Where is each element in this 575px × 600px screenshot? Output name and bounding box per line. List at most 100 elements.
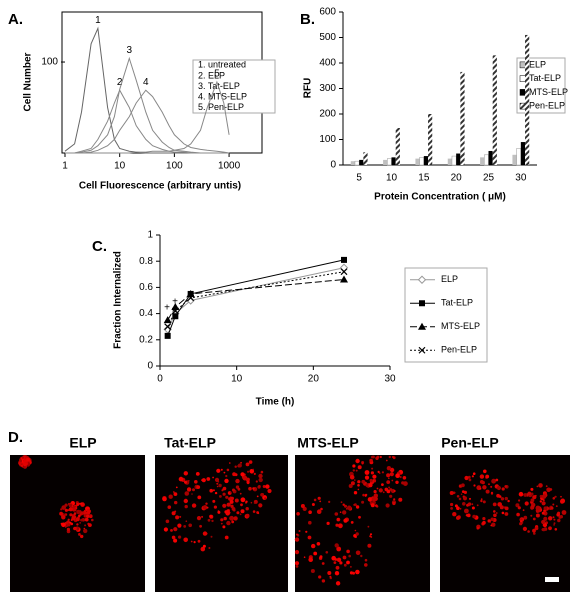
data-point [164, 332, 171, 339]
micrograph [155, 455, 288, 592]
fluorescent-spot [496, 512, 498, 514]
fluorescent-spot [519, 518, 523, 521]
fluorescent-spot [456, 515, 460, 520]
fluorescent-spot [23, 462, 27, 467]
fluorescent-spot [559, 515, 563, 519]
legend-label: MTS-ELP [529, 87, 568, 97]
fluorescent-spot [231, 520, 235, 524]
image-title: Pen-ELP [441, 435, 499, 451]
legend-marker [419, 300, 425, 307]
fluorescent-spot [209, 488, 213, 493]
fluorescent-spot [552, 516, 555, 519]
fluorescent-spot [371, 467, 374, 470]
fluorescent-spot [175, 515, 180, 520]
fluorescent-spot [225, 495, 229, 499]
fluorescent-spot [364, 558, 368, 562]
fluorescent-spot [535, 505, 541, 511]
fluorescent-spot [239, 513, 242, 516]
fluorescent-spot [336, 557, 342, 562]
fluorescent-spot [557, 518, 561, 523]
x-tick-label: 10 [114, 161, 126, 172]
fluorescent-spot [253, 502, 256, 504]
fluorescent-spot [471, 475, 474, 478]
fluorescent-spot [317, 496, 321, 500]
fluorescent-spot [335, 523, 339, 527]
fluorescent-spot [501, 487, 505, 491]
fluorescent-spot [463, 496, 467, 501]
fluorescent-spot [190, 540, 193, 543]
fluorescent-spot [458, 497, 462, 501]
fluorescent-spot [491, 478, 496, 484]
fluorescent-spot [379, 455, 382, 459]
bar [350, 161, 355, 165]
fluorescent-spot [67, 518, 70, 521]
fluorescent-spot [84, 524, 87, 527]
fluorescent-spot [334, 512, 339, 516]
fluorescent-spot [468, 478, 472, 482]
fluorescent-spot [348, 554, 352, 558]
fluorescent-spot [355, 469, 358, 472]
fluorescent-spot [229, 462, 231, 464]
fluorescent-spot [353, 504, 355, 506]
fluorescent-spot [553, 524, 555, 526]
fluorescent-spot [496, 493, 500, 498]
fluorescent-spot [250, 501, 253, 504]
fluorescent-spot [232, 489, 234, 492]
fluorescent-spot [476, 526, 480, 530]
y-tick-label: 0.4 [139, 308, 153, 319]
y-tick-label: 0 [330, 160, 336, 171]
y-axis-label: Cell Number [23, 52, 34, 111]
fluorescent-spot [552, 503, 555, 506]
fluorescent-spot [518, 499, 521, 502]
bar [419, 157, 425, 166]
fluorescent-spot [488, 483, 490, 486]
fluorescent-spot [382, 491, 385, 494]
fluorescent-spot [327, 571, 332, 575]
legend-label: MTS-ELP [441, 321, 480, 331]
image-title: Tat-ELP [164, 435, 216, 451]
fluorescent-spot [354, 529, 357, 532]
data-point [171, 307, 179, 315]
fluorescent-spot [248, 460, 253, 464]
fluorescent-spot [260, 470, 264, 474]
fluorescent-spot [375, 456, 379, 460]
y-tick-label: 0.8 [139, 256, 153, 267]
fluorescent-spot [459, 508, 462, 510]
fluorescent-spot [335, 565, 340, 570]
fluorescent-spot [234, 465, 237, 468]
fluorescent-spot [262, 485, 266, 488]
fluorescent-spot [235, 485, 240, 489]
fluorescent-spot [504, 485, 508, 488]
fluorescent-spot [240, 503, 243, 507]
fluorescent-spot [222, 503, 227, 508]
fluorescent-spot [364, 470, 370, 475]
fluorescent-spot [296, 533, 298, 536]
fluorescent-spot [342, 503, 345, 506]
fluorescent-spot [357, 480, 361, 484]
bar [428, 114, 433, 165]
fluorescent-spot [311, 503, 315, 506]
fluorescent-spot [168, 494, 173, 499]
fluorescent-spot [402, 476, 407, 480]
fluorescent-spot [365, 483, 370, 488]
fluorescent-spot [352, 464, 356, 468]
panel-label: D. [8, 429, 23, 446]
bar [423, 156, 429, 165]
fluorescent-spot [165, 519, 170, 524]
legend-box [192, 59, 276, 114]
fluorescent-spot [485, 474, 490, 479]
fluorescent-spot [472, 514, 476, 519]
data-point [339, 263, 349, 272]
fluorescent-spot [372, 474, 377, 479]
fluorescent-spot [343, 518, 348, 523]
fluorescent-spot [163, 527, 168, 532]
fluorescent-spot [461, 483, 465, 488]
fluorescent-spot [489, 521, 492, 523]
data-point [341, 256, 347, 263]
fluorescent-spot [342, 510, 347, 515]
fluorescent-spot [188, 523, 192, 528]
fluorescent-spot [560, 498, 566, 504]
fluorescent-spot [348, 484, 353, 488]
fluorescent-spot [205, 502, 208, 505]
fluorescent-spot [184, 480, 187, 484]
